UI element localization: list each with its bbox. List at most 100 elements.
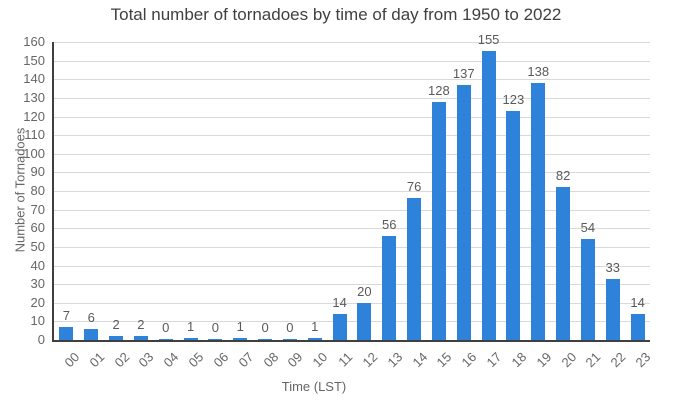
bar-value-label: 14 — [630, 294, 645, 310]
x-tick-label: 00 — [61, 349, 83, 371]
bar-value-label: 155 — [477, 32, 500, 48]
y-tick-label: 150 — [23, 52, 45, 68]
gridline — [54, 302, 650, 304]
x-tick-label: 18 — [508, 349, 530, 371]
bar — [109, 336, 124, 340]
bar-value-label: 1 — [186, 319, 195, 335]
bar — [307, 338, 322, 340]
x-tick-label: 05 — [185, 349, 207, 371]
chart-title: Total number of tornadoes by time of day… — [110, 5, 562, 24]
bar-value-label: 82 — [555, 168, 571, 184]
bar-value-label: 2 — [137, 317, 145, 333]
x-tick-label: 15 — [433, 349, 455, 371]
y-tick-label: 140 — [23, 71, 45, 87]
y-tick-label: 90 — [30, 164, 45, 180]
x-tick-label: 19 — [533, 349, 555, 371]
gridline — [54, 153, 650, 155]
y-tick-label: 20 — [30, 294, 45, 310]
bar-value-label: 14 — [332, 294, 347, 310]
bar-value-label: 1 — [311, 319, 319, 335]
y-tick-label: 120 — [23, 108, 45, 124]
gridline — [54, 172, 650, 174]
bar-value-label: 0 — [211, 320, 220, 335]
gridline — [54, 97, 650, 99]
bar — [407, 198, 422, 340]
x-tick-label: 01 — [86, 349, 108, 371]
gridline — [54, 209, 650, 211]
x-tick-label: 12 — [359, 349, 381, 371]
gridline — [54, 246, 650, 248]
bar — [208, 339, 223, 340]
x-tick-label: 06 — [210, 349, 232, 371]
bar — [183, 338, 198, 340]
bar-value-label: 33 — [605, 259, 620, 275]
bar-value-label: 138 — [527, 63, 550, 79]
y-tick-label: 30 — [30, 276, 45, 292]
bar — [158, 339, 173, 340]
bar-value-label: 6 — [87, 309, 95, 325]
bar — [258, 339, 273, 340]
y-tick-label: 70 — [30, 201, 45, 217]
y-tick-label: 50 — [30, 238, 45, 254]
gridline — [54, 321, 650, 323]
y-tick-label: 130 — [23, 89, 45, 105]
x-tick-label: 16 — [458, 349, 480, 371]
bar — [233, 338, 248, 340]
y-tick-label: 100 — [23, 145, 45, 161]
bar-value-label: 54 — [580, 220, 596, 236]
x-tick-label: 04 — [160, 349, 182, 371]
bar-value-label: 128 — [428, 82, 450, 98]
gridline — [54, 265, 650, 267]
bar — [630, 313, 645, 340]
x-tick-label: 08 — [260, 349, 281, 371]
x-tick-label: 13 — [384, 349, 406, 371]
y-tick-label: 60 — [30, 220, 45, 236]
y-tick-label: 0 — [37, 332, 45, 347]
x-axis-title: Time (LST) — [281, 379, 347, 394]
x-tick-label: 21 — [582, 349, 604, 371]
x-tick-label: 20 — [558, 349, 579, 371]
bar — [59, 326, 74, 340]
gridline — [54, 60, 650, 62]
bar — [332, 313, 347, 340]
x-tick-label: 03 — [135, 349, 157, 371]
gridline — [54, 116, 650, 118]
bar-value-label: 0 — [286, 320, 294, 335]
x-tick-label: 10 — [309, 349, 331, 371]
x-tick-label: 23 — [632, 349, 654, 371]
x-tick-label: 11 — [335, 349, 356, 370]
bar — [506, 110, 521, 340]
bar-value-label: 2 — [112, 317, 120, 333]
bar-value-label: 20 — [357, 283, 372, 299]
bar — [431, 101, 446, 340]
x-tick-label: 07 — [235, 349, 257, 371]
bar — [357, 302, 372, 340]
x-tick-label: 22 — [607, 349, 629, 371]
gridline — [54, 284, 650, 286]
gridline — [54, 191, 650, 192]
gridline — [54, 135, 650, 137]
x-tick-label: 02 — [111, 349, 132, 371]
bar-value-label: 137 — [452, 65, 475, 81]
bar — [531, 82, 546, 340]
y-tick-label: 40 — [30, 257, 45, 273]
y-tick-label: 80 — [30, 183, 45, 198]
x-tick-label: 17 — [483, 349, 505, 371]
gridline — [54, 42, 650, 43]
y-tick-label: 110 — [24, 127, 45, 143]
bar — [556, 187, 571, 340]
plot-area: 7 6 2 2 0 1 0 1 0 0 1 14 20 56 76 128 137 155 123 138 82 54 33… — [52, 33, 650, 342]
bar — [382, 235, 397, 340]
gridline — [54, 79, 650, 81]
bar-value-label: 0 — [162, 320, 170, 335]
bar — [84, 328, 99, 340]
bar — [282, 339, 297, 340]
bar — [456, 84, 471, 340]
bar-value-label: 76 — [406, 179, 422, 195]
y-tick-label: 160 — [23, 34, 45, 49]
bar — [133, 336, 148, 340]
bar — [580, 239, 595, 340]
bar-value-label: 7 — [62, 307, 71, 323]
bar-value-label: 123 — [502, 91, 525, 107]
